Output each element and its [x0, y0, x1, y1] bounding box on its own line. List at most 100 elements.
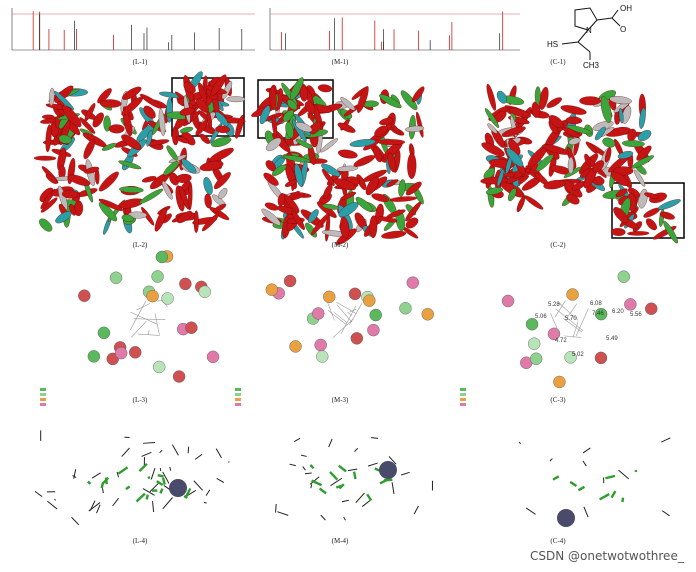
- residue: [525, 318, 539, 331]
- stick: [309, 476, 320, 485]
- residue: [97, 326, 111, 340]
- ribbon: [287, 99, 298, 111]
- ribbon: [178, 185, 190, 210]
- stick: [371, 437, 379, 439]
- zoom-box: [611, 182, 685, 239]
- ribbon: [389, 196, 418, 202]
- ribbon: [119, 186, 144, 193]
- residue: [179, 277, 192, 291]
- ribbon: [181, 158, 197, 174]
- ribbon: [143, 105, 156, 119]
- ribbon: [610, 228, 626, 236]
- ribbon: [212, 203, 227, 213]
- stick: [582, 460, 587, 467]
- legend-swatch: [460, 388, 466, 391]
- ribbon: [215, 111, 229, 127]
- ribbon: [45, 173, 58, 184]
- ribbon: [221, 81, 233, 100]
- ribbon: [336, 165, 359, 172]
- ribbon: [524, 195, 544, 210]
- ribbon: [49, 87, 55, 106]
- ligand-stick: [318, 487, 327, 495]
- ribbon: [610, 171, 629, 186]
- ribbon: [337, 122, 356, 133]
- ligand-stick: [569, 480, 578, 487]
- ribbon: [548, 115, 564, 128]
- ribbon: [141, 206, 155, 226]
- ribbon: [103, 115, 111, 132]
- ribbon: [266, 137, 282, 152]
- stick: [47, 500, 58, 510]
- ribbon: [405, 181, 422, 196]
- legend-swatch: [235, 403, 241, 406]
- ribbon: [390, 123, 401, 136]
- chem-o: O: [620, 25, 626, 34]
- panel-label: (M-4): [332, 537, 349, 545]
- ligand-bond: [336, 304, 353, 323]
- ribbon: [531, 101, 541, 118]
- stick: [159, 449, 163, 454]
- ligand-stick: [309, 464, 315, 470]
- ribbon: [609, 96, 632, 105]
- ribbon: [405, 217, 419, 229]
- ribbon: [269, 86, 277, 110]
- residue: [645, 302, 658, 315]
- ligand-bond: [327, 309, 347, 325]
- residue: [350, 332, 364, 345]
- ribbon: [374, 125, 388, 137]
- stick: [328, 438, 333, 448]
- distance-label: 5.49: [606, 336, 618, 342]
- ribbon: [92, 112, 104, 128]
- ribbon: [291, 210, 305, 230]
- ligand-stick: [605, 474, 616, 480]
- ligand-bond: [133, 318, 166, 321]
- residue: [527, 337, 541, 350]
- ribbon: [226, 96, 246, 103]
- ligand-stick: [185, 487, 192, 497]
- ligand-stick: [383, 478, 393, 482]
- ribbon: [579, 96, 601, 106]
- ribbon: [79, 117, 96, 134]
- ribbon: [566, 193, 580, 205]
- ribbon: [592, 160, 605, 173]
- ligand-bond: [336, 301, 357, 315]
- ribbon: [321, 168, 335, 186]
- ribbon: [204, 193, 212, 209]
- ribbon: [621, 140, 645, 148]
- ribbon: [534, 86, 541, 105]
- ribbon: [261, 208, 281, 226]
- stick: [275, 503, 277, 513]
- ribbon: [645, 218, 657, 231]
- residue: [553, 375, 566, 389]
- ribbon: [638, 188, 648, 209]
- residue: [547, 327, 561, 341]
- ligand-stick: [621, 497, 625, 503]
- stick: [330, 477, 343, 487]
- ribbon: [304, 101, 316, 114]
- stick: [152, 501, 155, 513]
- stick: [73, 469, 77, 479]
- stick: [413, 505, 419, 515]
- legend-swatch: [235, 393, 241, 396]
- legend-swatch: [460, 398, 466, 401]
- ribbon: [618, 107, 624, 124]
- residue: [421, 308, 434, 321]
- stick: [320, 514, 326, 521]
- ribbon: [387, 152, 397, 173]
- ligand-bond: [347, 311, 352, 317]
- ribbon: [562, 127, 580, 138]
- ribbon: [585, 141, 598, 154]
- stick: [347, 468, 358, 472]
- stick: [294, 437, 301, 442]
- ligand-stick: [125, 485, 131, 491]
- ribbon: [210, 74, 227, 97]
- ribbon: [404, 125, 425, 133]
- chem-ch3: CH3: [583, 61, 600, 70]
- stick: [343, 516, 346, 521]
- ribbon: [121, 134, 142, 150]
- ribbon: [400, 90, 418, 111]
- ribbon: [594, 126, 606, 141]
- ribbon: [121, 214, 134, 223]
- stick: [71, 516, 80, 526]
